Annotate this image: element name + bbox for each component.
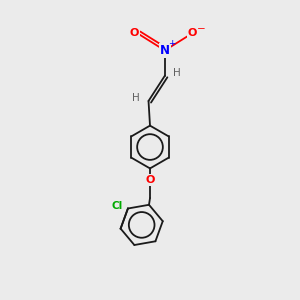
Text: H: H xyxy=(132,93,140,103)
Text: O: O xyxy=(130,28,139,38)
Text: O: O xyxy=(188,28,197,38)
Text: Cl: Cl xyxy=(111,201,122,211)
Text: H: H xyxy=(173,68,181,78)
Text: O: O xyxy=(145,175,155,185)
Text: N: N xyxy=(160,44,170,57)
Text: −: − xyxy=(197,24,206,34)
Text: +: + xyxy=(169,38,176,47)
